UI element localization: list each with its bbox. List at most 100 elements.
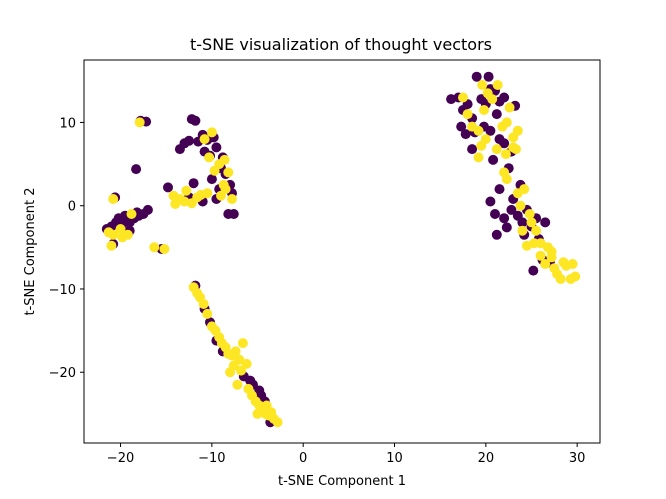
point-class_1-105 [517, 225, 528, 236]
point-class_0-76 [467, 144, 478, 155]
point-class_1-47 [236, 365, 247, 376]
y-axis-label: t-SNE Component 2 [23, 188, 38, 316]
point-class_1-103 [565, 274, 576, 284]
point-class_1-83 [473, 152, 484, 163]
point-class_0-78 [456, 121, 467, 132]
y-tick-label: 0 [68, 200, 76, 215]
y-tick-label: −10 [49, 283, 76, 298]
point-class_0-38 [228, 209, 239, 219]
point-class_0-95 [540, 217, 551, 228]
point-class_1-107 [546, 252, 557, 263]
y-tick-label: 10 [59, 116, 76, 131]
point-class_1-3 [106, 240, 117, 251]
point-class_1-8 [134, 117, 145, 128]
x-tick-label: −20 [107, 451, 134, 466]
point-class_1-77 [508, 132, 519, 143]
point-class_1-2 [115, 224, 126, 234]
point-class_1-92 [521, 240, 532, 251]
plot-frame [83, 59, 601, 444]
point-class_1-90 [531, 225, 542, 236]
point-class_1-106 [540, 259, 551, 269]
point-class_1-66 [473, 125, 484, 136]
point-class_1-19 [202, 188, 213, 199]
point-class_1-7 [126, 209, 137, 219]
chart-title: t-SNE visualization of thought vectors [190, 35, 492, 54]
point-class_1-101 [567, 259, 578, 269]
point-class_1-10 [159, 244, 170, 254]
point-class_1-87 [519, 184, 530, 195]
x-tick-label: 30 [569, 451, 586, 466]
point-class_1-20 [199, 134, 210, 145]
point-class_1-99 [555, 274, 566, 284]
point-class_1-96 [535, 250, 546, 261]
point-class_0-88 [499, 213, 510, 224]
point-class_1-64 [462, 109, 473, 120]
point-class_0-74 [499, 138, 510, 149]
x-axis-label: t-SNE Component 1 [278, 474, 406, 489]
point-class_1-43 [230, 346, 241, 357]
x-tick-label: 10 [386, 451, 403, 466]
x-axis-ticks: −20 −10 0 10 20 30 [107, 443, 586, 466]
point-class_0-101 [501, 222, 512, 233]
point-class_1-67 [477, 80, 488, 90]
point-class_1-104 [558, 257, 569, 268]
point-class_1-26 [223, 167, 234, 178]
point-class_1-25 [219, 154, 230, 165]
point-class_1-4 [108, 194, 119, 204]
point-class_1-62 [252, 408, 263, 419]
point-class_0-89 [491, 229, 502, 240]
point-class_0-72 [485, 125, 496, 136]
point-class_1-63 [458, 92, 468, 103]
point-class_1-46 [225, 367, 236, 378]
point-class_1-85 [501, 174, 512, 185]
point-class_1-79 [491, 144, 502, 155]
point-class_1-35 [202, 308, 213, 319]
point-class_1-1 [108, 229, 119, 240]
point-class_0-22 [184, 135, 194, 146]
x-tick-label: 20 [478, 451, 495, 466]
point-class_1-70 [487, 94, 498, 105]
point-class_1-71 [492, 80, 503, 90]
point-class_1-9 [149, 242, 160, 253]
point-class_1-6 [122, 229, 133, 240]
point-class_1-75 [504, 102, 515, 113]
point-class_1-22 [204, 152, 215, 163]
point-class_1-15 [181, 185, 192, 196]
point-class_0-17 [131, 164, 142, 175]
point-class_1-89 [524, 209, 535, 219]
point-class_0-99 [528, 265, 539, 276]
x-tick-label: 0 [299, 451, 307, 466]
point-class_1-21 [206, 127, 217, 138]
point-class_1-80 [500, 149, 511, 160]
point-class_1-48 [241, 358, 252, 369]
point-class_1-30 [220, 184, 231, 195]
point-class_0-69 [491, 109, 502, 120]
point-class_0-86 [485, 196, 496, 207]
point-class_1-82 [508, 142, 519, 153]
y-axis-ticks: −20 −10 0 10 [49, 116, 84, 381]
point-class_0-24 [190, 115, 201, 126]
point-class_0-19 [163, 182, 173, 193]
point-class_0-32 [206, 174, 217, 185]
point-class_1-78 [476, 140, 487, 151]
point-class_1-34 [198, 299, 209, 309]
point-class_0-31 [211, 142, 222, 153]
point-class_0-77 [488, 154, 499, 165]
point-class_0-92 [517, 217, 528, 228]
point-class_0-81 [460, 129, 471, 140]
point-class_1-68 [479, 105, 489, 115]
point-class_1-49 [232, 379, 243, 390]
point-class_1-108 [526, 217, 537, 228]
point-class_1-88 [515, 200, 526, 211]
point-class_0-11 [142, 204, 153, 215]
point-class_0-62 [471, 71, 482, 82]
point-class_0-66 [483, 71, 494, 82]
point-class_0-85 [506, 204, 517, 215]
point-class_0-40 [188, 178, 199, 189]
point-class_1-58 [272, 417, 283, 428]
point-class_1-60 [237, 338, 248, 349]
point-class_1-29 [227, 194, 237, 204]
point-class_0-84 [494, 184, 505, 195]
